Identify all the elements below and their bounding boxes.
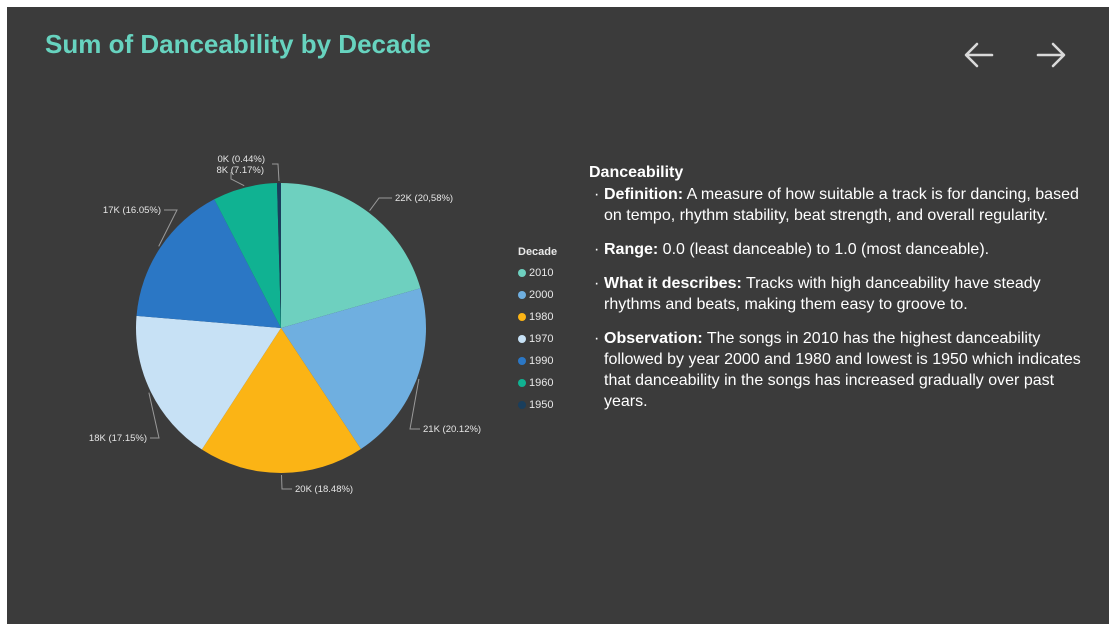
- page-title: Sum of Danceability by Decade: [45, 29, 431, 59]
- pie-slice-2010[interactable]: [281, 183, 421, 328]
- arrow-right-icon: [1036, 42, 1066, 68]
- legend-item-1950[interactable]: 1950: [518, 394, 557, 416]
- data-label-1980: 20K (18.48%): [295, 484, 353, 495]
- next-button[interactable]: [1031, 35, 1071, 75]
- data-label-1950: 0K (0.44%): [217, 154, 265, 165]
- data-label-1960: 8K (7.17%): [216, 165, 264, 176]
- info-text: A measure of how suitable a track is for…: [604, 186, 1079, 224]
- pie-chart: 22K (20,58%) 21K (20.12%) 20K (18.48%) 18K …: [89, 154, 481, 495]
- info-text: Tracks with high danceability have stead…: [604, 275, 1041, 313]
- legend-title: Decade: [518, 246, 558, 258]
- data-label-1970: 18K (17.15%): [89, 433, 147, 444]
- info-item-describes: · What it describes: Tracks with high dan…: [589, 273, 1099, 315]
- info-term: Observation:: [604, 330, 703, 347]
- info-panel: Danceability · Definition: A measure of h…: [589, 162, 1099, 425]
- info-text: 0.0 (least danceable) to 1.0 (most dance…: [658, 241, 990, 258]
- info-heading: Danceability: [589, 164, 684, 181]
- legend-item-1970[interactable]: 1970: [518, 328, 557, 350]
- pie-slice-1970[interactable]: [135, 315, 281, 450]
- legend-swatch: [518, 313, 526, 321]
- data-label-1990: 17K (16.05%): [103, 205, 161, 216]
- leader-line-2010: [369, 197, 392, 211]
- info-term: What it describes:: [604, 275, 742, 292]
- legend-swatch: [518, 357, 526, 365]
- legend-item-1980[interactable]: 1980: [518, 306, 557, 328]
- data-label-2000: 21K (20.12%): [423, 424, 481, 435]
- pie-slice-1960[interactable]: [214, 183, 281, 328]
- legend-swatch: [518, 269, 526, 277]
- leader-line-1960: [230, 172, 245, 187]
- legend-label: 1980: [529, 311, 554, 323]
- pie-slice-1980[interactable]: [201, 328, 361, 473]
- legend-label: 1990: [529, 355, 554, 367]
- legend-label: 1960: [529, 377, 554, 389]
- legend-swatch: [518, 335, 526, 343]
- arrow-left-icon: [964, 42, 994, 68]
- legend-swatch: [518, 379, 526, 387]
- leader-line-1950: [272, 163, 280, 182]
- previous-button[interactable]: [959, 35, 999, 75]
- legend-item-2000[interactable]: 2000: [518, 284, 557, 306]
- slide: Sum of Danceability by Decade 22K (20,58…: [7, 7, 1109, 624]
- leader-line-1970: [148, 392, 160, 439]
- pie-slice-1990[interactable]: [136, 199, 281, 328]
- pie-slice-2000[interactable]: [281, 288, 427, 449]
- legend-label: 2000: [529, 289, 554, 301]
- bullet: ·: [594, 241, 600, 258]
- legend-label: 1970: [529, 333, 554, 345]
- info-text: The songs in 2010 has the highest dancea…: [604, 330, 1081, 410]
- legend-item-1990[interactable]: 1990: [518, 350, 557, 372]
- legend-item-2010[interactable]: 2010: [518, 262, 557, 284]
- bullet: ·: [594, 330, 600, 347]
- info-item-definition: · Definition: A measure of how suitable a…: [589, 184, 1099, 226]
- leader-line-1990: [158, 209, 178, 247]
- chart-legend: Decade 2010 2000 1980 1970 1990 1960 1950: [518, 246, 557, 416]
- bullet: ·: [594, 275, 600, 292]
- info-item-observation: · Observation: The songs in 2010 has the …: [589, 328, 1099, 412]
- info-term: Range:: [604, 241, 659, 258]
- leader-line-1980: [281, 474, 292, 490]
- pie-slice-1950[interactable]: [276, 183, 281, 328]
- legend-swatch: [518, 291, 526, 299]
- data-label-2010: 22K (20,58%): [395, 193, 453, 204]
- info-item-range: · Range: 0.0 (least danceable) to 1.0 (mo…: [589, 239, 1099, 260]
- legend-label: 2010: [529, 267, 554, 279]
- info-term: Definition:: [604, 186, 684, 203]
- legend-item-1960[interactable]: 1960: [518, 372, 557, 394]
- bullet: ·: [594, 186, 600, 203]
- legend-swatch: [518, 401, 526, 409]
- leader-line-2000: [409, 378, 420, 430]
- legend-label: 1950: [529, 399, 554, 411]
